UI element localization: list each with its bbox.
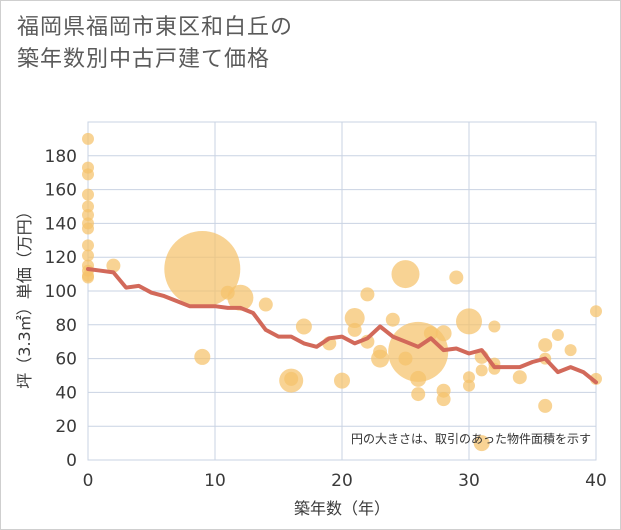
bubble-point [456, 308, 482, 335]
bubble-point [82, 249, 94, 262]
bubble-point [164, 231, 241, 308]
chart-title-line1: 福岡県福岡市東区和白丘の [17, 15, 294, 40]
bubble-point [475, 364, 488, 377]
bubble-point [258, 297, 273, 312]
bubble-point [391, 260, 420, 289]
bubble-point [423, 326, 438, 341]
x-axis-title: 築年数（年） [294, 499, 390, 518]
x-tick-label: 30 [458, 471, 480, 491]
bubble-point [564, 344, 577, 357]
bubble-size-note: 円の大きさは、取引のあった物件面積を示す [351, 431, 591, 446]
bubble-point [106, 258, 121, 273]
bubble-point [436, 392, 451, 407]
bubble-point [82, 188, 94, 201]
bubble-point [82, 132, 94, 145]
x-tick-label: 10 [204, 471, 226, 491]
bubble-point [435, 325, 452, 342]
bubble-point [82, 200, 94, 213]
bubble-point [551, 328, 564, 341]
bubble-point [449, 270, 464, 285]
bubble-point [347, 322, 362, 337]
y-axis-title: 坪（3.3㎡）単価（万円） [15, 203, 34, 388]
y-tick-label: 20 [55, 417, 77, 437]
bubble-point [360, 287, 375, 302]
bubble-point [82, 168, 94, 181]
bubble-point [334, 372, 350, 389]
y-tick-label: 80 [55, 316, 77, 336]
bubble-point [411, 387, 426, 402]
bubble-point [82, 239, 94, 252]
y-tick-label: 0 [66, 451, 77, 471]
x-tick-label: 20 [331, 471, 353, 491]
bubble-point [398, 351, 413, 366]
bubble-point [512, 370, 527, 385]
x-tick-label: 0 [83, 471, 94, 491]
y-tick-label: 100 [45, 282, 77, 302]
bubble-point [538, 338, 553, 353]
y-tick-label: 140 [45, 214, 77, 234]
bubble-point [473, 435, 490, 452]
bubble-point [295, 318, 312, 335]
y-tick-label: 160 [45, 181, 77, 201]
bubble-point [373, 344, 388, 359]
bubble-point [410, 370, 427, 387]
bubble-point [590, 305, 602, 318]
grid-lines [87, 121, 597, 461]
y-tick-label: 60 [55, 350, 77, 370]
bubble-point [82, 208, 94, 221]
bubble-point [194, 348, 211, 365]
bubble-point [463, 379, 475, 392]
axes-layer: 0 20 40 60 80 100 120 140 160 180 0 10 20 30 40 [45, 147, 607, 491]
bubble-point [82, 271, 94, 284]
bubble-point [488, 320, 501, 333]
bubble-point [220, 285, 235, 300]
chart-title-line2: 築年数別中古戸建て価格 [17, 47, 271, 72]
bubble-point [463, 371, 475, 384]
bubble-point [82, 222, 94, 235]
bubble-point [538, 398, 553, 413]
average-price-line [86, 267, 598, 385]
bubble-point [344, 308, 365, 329]
x-tick-label: 40 [585, 471, 607, 491]
y-tick-label: 40 [55, 383, 77, 403]
bubble-point [284, 371, 299, 386]
average-line-layer [86, 267, 598, 385]
y-tick-label: 120 [45, 248, 77, 268]
bubble-point [385, 312, 400, 327]
chart-title: 福岡県福岡市東区和白丘の 築年数別中古戸建て価格 [17, 12, 293, 76]
y-tick-label: 180 [45, 147, 77, 167]
